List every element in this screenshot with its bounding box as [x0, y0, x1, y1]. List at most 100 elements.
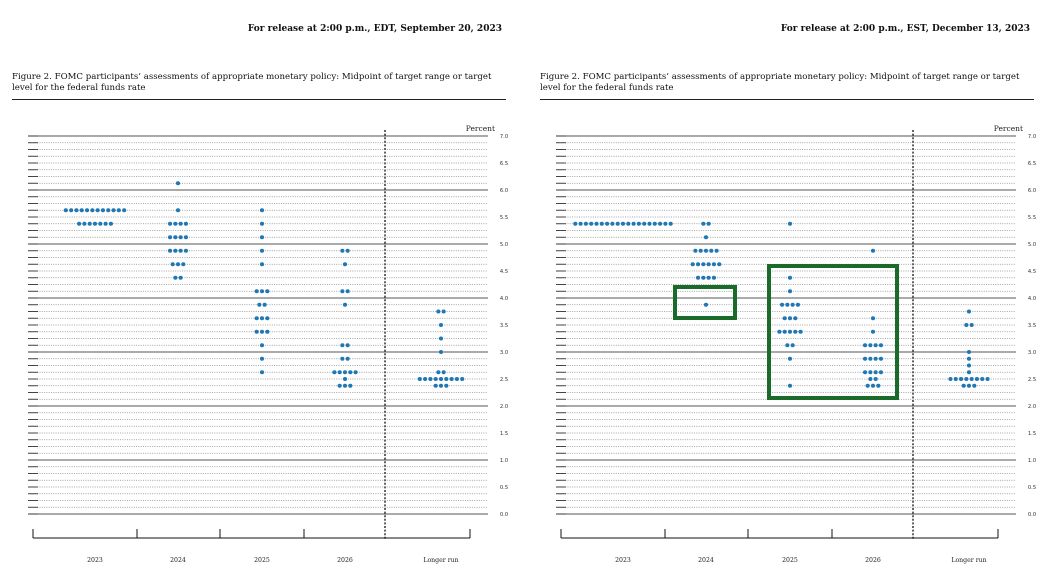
- caption-rule: [12, 99, 506, 100]
- dot-2023: [605, 221, 610, 226]
- dot-2026: [868, 356, 873, 361]
- dot-2026: [870, 248, 876, 253]
- dot-2023: [652, 221, 657, 226]
- dot-2025: [787, 221, 793, 226]
- dot-2026: [863, 356, 868, 361]
- dot-2024: [706, 275, 711, 280]
- dot-2026: [348, 383, 353, 388]
- y-tick-label: 6.5: [1028, 161, 1036, 167]
- dot-2023: [103, 221, 108, 226]
- dot-2024: [168, 235, 173, 240]
- dot-2026: [345, 248, 350, 253]
- x-category-label: 2024: [170, 557, 186, 564]
- dot-2024: [168, 221, 173, 226]
- y-axis-label: Percent: [466, 124, 495, 133]
- dot-longer-run: [444, 376, 449, 382]
- dot-2026: [353, 370, 358, 375]
- dot-2026: [348, 370, 353, 375]
- dot-longer-run: [966, 383, 972, 388]
- dot-2024: [175, 262, 181, 267]
- y-tick-label: 7.0: [1028, 134, 1036, 140]
- y-tick-label: 4.5: [500, 269, 508, 275]
- dot-2026: [345, 289, 350, 294]
- chart-panel-december: For release at 2:00 p.m., EST, December …: [528, 0, 1056, 573]
- y-tick-label: 1.5: [1028, 431, 1036, 437]
- dot-longer-run: [417, 376, 422, 382]
- dot-longer-run: [449, 376, 454, 382]
- dot-2023: [615, 221, 620, 226]
- y-tick-label: 0.5: [500, 485, 508, 491]
- y-tick-label: 5.0: [1028, 242, 1036, 248]
- dot-2025: [254, 329, 259, 334]
- dot-2023: [631, 221, 636, 226]
- dot-longer-run: [959, 376, 964, 382]
- dot-longer-run: [964, 376, 969, 382]
- dot-2025: [780, 302, 785, 307]
- dot-2023: [90, 208, 95, 213]
- dot-longer-run: [948, 376, 953, 382]
- dot-2026: [342, 376, 348, 382]
- dot-2024: [706, 221, 711, 226]
- y-tick-label: 1.0: [500, 458, 508, 464]
- dot-2023: [599, 221, 604, 226]
- dot-2023: [573, 221, 578, 226]
- dot-2024: [703, 235, 709, 240]
- y-tick-label: 0.5: [1028, 485, 1036, 491]
- dot-2025: [259, 262, 265, 267]
- figure-caption: Figure 2. FOMC participants’ assessments…: [540, 72, 1020, 93]
- dot-2026: [876, 383, 881, 388]
- dot-longer-run: [444, 383, 449, 388]
- dot-2025: [259, 208, 265, 213]
- dot-2025: [259, 221, 265, 226]
- highlight-box-2024: [673, 285, 737, 320]
- dot-2026: [868, 370, 873, 375]
- dot-longer-run: [980, 376, 985, 382]
- dot-2026: [873, 370, 878, 375]
- dot-2023: [63, 208, 68, 213]
- dot-2025: [259, 356, 265, 361]
- dot-2023: [87, 221, 92, 226]
- dot-2026: [863, 343, 868, 348]
- x-category-label: 2026: [865, 557, 881, 564]
- dot-2026: [342, 370, 348, 375]
- y-tick-label: 2.5: [1028, 377, 1036, 383]
- dot-2025: [795, 302, 800, 307]
- dot-2024: [178, 221, 183, 226]
- dot-2024: [709, 248, 714, 253]
- dot-2024: [183, 248, 188, 253]
- dot-longer-run: [961, 383, 966, 388]
- dot-2025: [259, 235, 265, 240]
- dot-2025: [787, 275, 793, 280]
- figure-caption: Figure 2. FOMC participants’ assessments…: [12, 72, 492, 93]
- dot-2024: [693, 248, 698, 253]
- dot-2023: [626, 221, 631, 226]
- y-tick-label: 1.0: [1028, 458, 1036, 464]
- dot-2026: [868, 343, 873, 348]
- dot-2025: [777, 329, 782, 334]
- dot-2025: [787, 329, 793, 334]
- dot-2025: [787, 289, 793, 294]
- dot-2025: [259, 289, 265, 294]
- y-tick-label: 1.5: [500, 431, 508, 437]
- dot-2025: [259, 316, 265, 321]
- dot-2023: [92, 221, 98, 226]
- dot-2023: [578, 221, 583, 226]
- dot-2024: [173, 275, 178, 280]
- dot-2025: [785, 302, 790, 307]
- dot-2025: [254, 289, 259, 294]
- dot-longer-run: [966, 363, 972, 368]
- dot-2023: [74, 208, 79, 213]
- dot-2023: [79, 208, 84, 213]
- y-tick-label: 6.0: [500, 188, 508, 194]
- dot-2024: [701, 262, 706, 267]
- dot-2023: [116, 208, 121, 213]
- dot-2025: [787, 383, 793, 388]
- x-category-label: 2023: [615, 557, 631, 564]
- dot-2025: [265, 329, 270, 334]
- x-category-label: 2025: [254, 557, 270, 564]
- y-tick-label: 3.0: [500, 350, 508, 356]
- y-tick-label: 6.5: [500, 161, 508, 167]
- dot-2024: [690, 262, 695, 267]
- dot-longer-run: [438, 376, 444, 382]
- dot-longer-run: [985, 376, 990, 382]
